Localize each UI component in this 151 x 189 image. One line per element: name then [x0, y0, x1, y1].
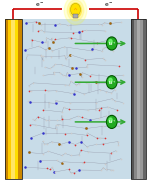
Circle shape	[108, 77, 116, 88]
Text: Li$^+$: Li$^+$	[108, 40, 116, 48]
Circle shape	[108, 38, 116, 49]
Circle shape	[107, 115, 117, 128]
FancyBboxPatch shape	[11, 19, 15, 179]
Text: Li$^+$: Li$^+$	[108, 79, 116, 87]
FancyBboxPatch shape	[131, 19, 134, 179]
FancyBboxPatch shape	[5, 19, 8, 179]
Circle shape	[108, 117, 116, 127]
Circle shape	[109, 78, 112, 82]
FancyBboxPatch shape	[143, 19, 146, 179]
FancyBboxPatch shape	[15, 19, 18, 179]
Circle shape	[109, 40, 112, 44]
Circle shape	[71, 3, 80, 16]
Circle shape	[67, 0, 84, 21]
Text: Li$^+$: Li$^+$	[108, 119, 116, 126]
Text: e$^-$: e$^-$	[35, 1, 44, 9]
FancyBboxPatch shape	[73, 14, 78, 18]
Circle shape	[109, 118, 112, 122]
Circle shape	[64, 0, 87, 25]
Circle shape	[69, 3, 82, 18]
FancyBboxPatch shape	[140, 19, 143, 179]
Text: e$^-$: e$^-$	[104, 1, 113, 9]
FancyBboxPatch shape	[8, 19, 11, 179]
Circle shape	[107, 37, 117, 50]
Circle shape	[107, 76, 117, 89]
FancyBboxPatch shape	[137, 19, 140, 179]
FancyBboxPatch shape	[22, 19, 131, 179]
FancyBboxPatch shape	[18, 19, 22, 179]
FancyBboxPatch shape	[134, 19, 137, 179]
